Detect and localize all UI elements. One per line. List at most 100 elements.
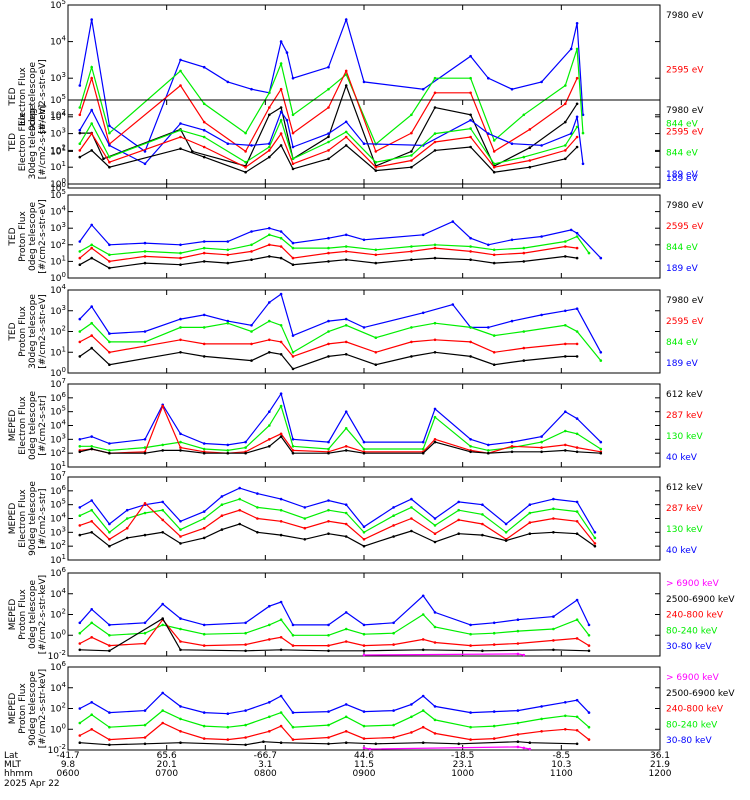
data-point: [179, 449, 182, 452]
data-point: [344, 511, 348, 515]
data-point: [238, 522, 241, 526]
x-tick-label-time: 1000: [451, 769, 474, 779]
data-point: [143, 255, 147, 258]
data-point: [362, 653, 366, 657]
y-tick-label: 101: [50, 345, 66, 358]
series-line: [79, 613, 590, 636]
data-point: [279, 636, 283, 639]
data-point: [433, 438, 437, 441]
data-point: [564, 240, 567, 243]
data-point: [587, 644, 591, 647]
data-point: [161, 518, 164, 522]
data-point: [433, 705, 437, 708]
data-point: [291, 438, 295, 441]
data-point: [108, 538, 111, 541]
y-tick-label: 105: [50, 405, 66, 418]
data-point: [492, 248, 496, 252]
data-point: [362, 737, 366, 740]
data-point: [587, 738, 591, 741]
data-point: [279, 256, 283, 260]
data-point: [279, 245, 283, 248]
data-point: [327, 508, 330, 512]
y-axis-label: [#/cm2-s-str-keV]: [38, 669, 48, 748]
data-point: [540, 313, 543, 317]
legend-entry: 612 keV: [666, 390, 703, 400]
data-point: [244, 621, 247, 625]
data-point: [90, 321, 93, 325]
legend-entry: 287 keV: [666, 504, 703, 514]
data-point: [179, 69, 182, 73]
y-tick-label: 102: [50, 108, 66, 121]
data-point: [575, 417, 579, 420]
data-point: [238, 497, 241, 501]
data-point: [279, 324, 283, 327]
data-point: [327, 106, 330, 109]
data-point: [362, 326, 366, 329]
data-point: [108, 451, 111, 455]
data-point: [327, 246, 330, 250]
data-point: [179, 263, 182, 267]
data-point: [510, 445, 514, 448]
data-point: [179, 338, 182, 342]
data-point: [492, 737, 496, 740]
data-point: [244, 131, 247, 135]
data-point: [469, 340, 472, 344]
x-tick-label-time: 1200: [649, 769, 672, 779]
series-line: [363, 653, 524, 656]
data-point: [587, 634, 591, 637]
y-tick-label: 102: [50, 238, 66, 251]
data-point: [510, 319, 514, 323]
data-point: [279, 230, 283, 233]
data-point: [202, 724, 206, 728]
data-point: [392, 535, 395, 538]
y-axis-label: 0deg telescope: [28, 62, 38, 132]
data-point: [410, 731, 413, 734]
data-point: [433, 132, 437, 135]
data-point: [279, 648, 283, 652]
data-point: [291, 644, 295, 647]
data-point: [78, 514, 82, 517]
data-point: [268, 91, 271, 95]
data-point: [108, 332, 111, 335]
data-point: [344, 120, 348, 124]
data-point: [291, 167, 295, 171]
data-point: [469, 245, 472, 248]
data-point: [469, 250, 472, 253]
y-tick-label: 104: [50, 35, 66, 48]
series-line: [79, 404, 601, 454]
data-point: [78, 707, 82, 710]
y-axis-label: 90deg telescope: [28, 481, 38, 556]
data-point: [516, 733, 520, 736]
y-tick-label: 105: [50, 188, 66, 201]
data-point: [279, 118, 283, 122]
data-point: [125, 517, 129, 520]
data-point: [433, 321, 437, 325]
data-point: [279, 62, 283, 65]
data-point: [108, 725, 111, 729]
data-point: [410, 159, 413, 162]
x-tick-label-time: 0600: [57, 769, 80, 779]
data-point: [362, 724, 366, 728]
data-point: [108, 544, 111, 548]
data-point: [457, 500, 461, 504]
data-point: [268, 149, 271, 152]
series-line: [79, 320, 602, 361]
panel-frame: [67, 383, 661, 468]
data-point: [202, 251, 206, 255]
data-point: [202, 517, 206, 520]
data-point: [108, 131, 111, 135]
legend-entry: > 6900 keV: [666, 579, 720, 589]
data-point: [374, 363, 378, 367]
data-point: [433, 149, 437, 152]
y-tick-label: 103: [50, 432, 66, 445]
data-point: [244, 440, 247, 444]
data-point: [374, 160, 378, 164]
data-point: [268, 424, 271, 427]
data-point: [78, 355, 82, 358]
data-point: [108, 531, 111, 534]
data-point: [244, 451, 247, 455]
data-point: [291, 355, 295, 358]
data-point: [469, 91, 472, 95]
data-point: [90, 701, 93, 704]
data-point: [552, 531, 555, 534]
